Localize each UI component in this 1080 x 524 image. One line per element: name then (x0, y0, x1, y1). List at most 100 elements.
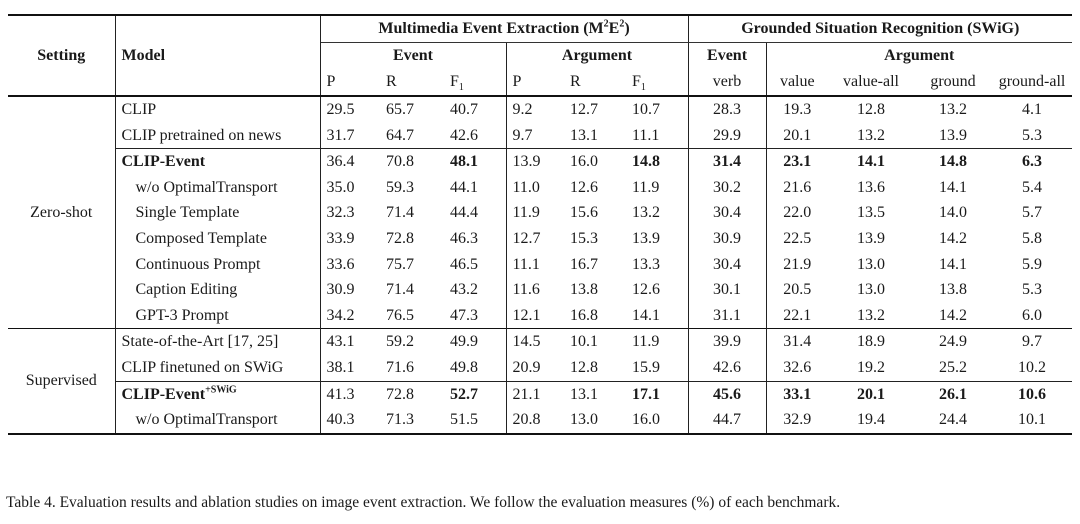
value-cell: 15.3 (570, 229, 598, 247)
col-header-model: Model (115, 14, 321, 97)
value-cell: 22.1 (783, 306, 812, 324)
value-cell: 72.8 (386, 229, 414, 247)
subheader-argument-swig: Argument (884, 47, 955, 64)
value-cell: 5.9 (1022, 255, 1043, 273)
value-cell: 75.7 (386, 255, 414, 273)
value-cell: 12.6 (570, 178, 598, 196)
model-name-cell: State-of-the-Art [17, 25] (115, 328, 321, 355)
value-cell: 30.9 (688, 225, 767, 252)
value-cell: 72.8 (380, 380, 444, 408)
value-cell: 43.2 (444, 277, 507, 303)
value-cell: 10.6 (992, 380, 1073, 408)
value-cell: 13.9 (857, 229, 886, 247)
group-header-m2e2: Multimedia Event Extraction (M2E2) (320, 14, 689, 43)
value-cell: 49.8 (444, 354, 507, 382)
col-r-arg: R (564, 69, 626, 97)
col-p-arg: P (506, 69, 564, 97)
value-cell: 39.9 (688, 328, 767, 355)
value-cell: 42.6 (444, 122, 507, 149)
col-f1-arg: F1 (626, 69, 689, 97)
value-cell: 40.3 (320, 407, 380, 435)
value-cell: 46.3 (444, 225, 507, 252)
value-cell: 14.0 (939, 204, 968, 222)
value-cell: 5.3 (1022, 126, 1043, 144)
value-cell: 13.8 (570, 281, 598, 299)
value-cell: 4.1 (1022, 101, 1043, 118)
value-cell: 49.9 (444, 328, 507, 355)
value-cell: 13.5 (857, 204, 886, 222)
model-name-cell: CLIP-Event+SWiG (115, 380, 321, 408)
value-cell: 71.6 (386, 358, 414, 376)
value-cell: 13.1 (570, 126, 598, 144)
value-cell: 9.7 (512, 126, 533, 144)
value-cell: 32.9 (766, 407, 829, 435)
value-cell: 43.1 (320, 328, 380, 355)
results-table: Setting Model Multimedia Event Extractio… (8, 14, 1073, 435)
table-body: Setting Model Multimedia Event Extractio… (8, 14, 1073, 435)
value-cell: 19.3 (783, 101, 812, 118)
value-cell: 29.9 (688, 122, 767, 149)
value-cell: 11.0 (512, 178, 540, 196)
value-cell: 11.9 (512, 204, 540, 222)
value-cell: 20.8 (506, 407, 564, 435)
value-cell: 21.9 (783, 255, 812, 273)
value-cell: 30.9 (326, 281, 355, 299)
col-r: R (380, 69, 444, 97)
value-cell: 64.7 (386, 126, 414, 144)
value-cell: 46.5 (444, 251, 507, 278)
model-name-cell: Caption Editing (115, 277, 321, 303)
value-cell: 10.7 (626, 96, 689, 123)
value-cell: 11.6 (512, 281, 540, 299)
value-cell: 31.7 (326, 126, 355, 144)
value-cell: 13.9 (626, 225, 689, 252)
model-name-cell: GPT-3 Prompt (115, 302, 321, 329)
value-cell: 33.9 (326, 229, 355, 247)
value-cell: 10.1 (992, 407, 1073, 435)
col-ground: ground (914, 69, 993, 97)
value-cell: 13.3 (626, 251, 689, 278)
value-cell: 12.6 (626, 277, 689, 303)
value-cell: 30.4 (688, 251, 767, 278)
value-cell: 6.3 (992, 148, 1073, 175)
value-cell: 26.1 (914, 380, 993, 408)
value-cell: 21.6 (783, 178, 812, 196)
value-cell: 22.5 (783, 229, 812, 247)
table-row: Single Template 32.3 71.4 44.4 11.9 15.6 13.2 3… (8, 200, 1072, 226)
table-row: Supervised State-of-the-Art [17, 25] 43.1 5… (8, 328, 1073, 435)
value-cell: 13.2 (626, 200, 689, 226)
value-cell: 31.1 (688, 302, 767, 329)
value-cell: 40.7 (444, 96, 507, 123)
value-cell: 29.5 (326, 101, 355, 118)
table-caption: Table 4. Evaluation results and ablation… (6, 494, 841, 511)
subheader-event-swig: Event (688, 42, 767, 69)
table-row: Composed Template 33.9 72.8 46.3 12.7 15.3 13.… (8, 225, 1072, 252)
value-cell: 25.2 (939, 358, 968, 376)
value-cell: 33.6 (326, 255, 355, 273)
table-row: GPT-3 Prompt 34.2 76.5 47.3 12.1 16.8 14.1 31.1… (8, 302, 1072, 329)
value-cell: 13.8 (939, 281, 968, 299)
value-cell: 13.0 (564, 407, 626, 435)
table-row: w/o OptimalTransport 40.3 71.3 51.5 20.8 13.0… (8, 407, 1073, 435)
value-cell: 12.7 (512, 229, 541, 247)
value-cell: 22.0 (783, 204, 812, 222)
value-cell: 14.2 (939, 229, 968, 247)
value-cell: 11.1 (512, 255, 540, 273)
table-row: CLIP-Event+SWiG 41.3 72.8 52.7 21.1 13.1 17.1 4… (8, 380, 1073, 408)
value-cell: 17.1 (626, 380, 689, 408)
value-cell: 14.1 (828, 148, 915, 175)
value-cell: 10.1 (564, 328, 626, 355)
value-cell: 44.1 (444, 174, 507, 201)
value-cell: 5.8 (1022, 229, 1043, 247)
value-cell: 14.8 (914, 148, 993, 175)
value-cell: 38.1 (326, 358, 355, 376)
value-cell: 19.4 (828, 407, 915, 435)
value-cell: 47.3 (444, 302, 507, 329)
value-cell: 70.8 (380, 148, 444, 175)
value-cell: 41.3 (320, 380, 380, 408)
model-name-cell: w/o OptimalTransport (115, 407, 321, 435)
value-cell: 44.7 (688, 407, 767, 435)
value-cell: 20.1 (783, 126, 812, 144)
value-cell: 14.1 (626, 302, 689, 329)
value-cell: 5.4 (1022, 178, 1043, 196)
table-row: Continuous Prompt 33.6 75.7 46.5 11.1 16.7 13.… (8, 251, 1072, 278)
